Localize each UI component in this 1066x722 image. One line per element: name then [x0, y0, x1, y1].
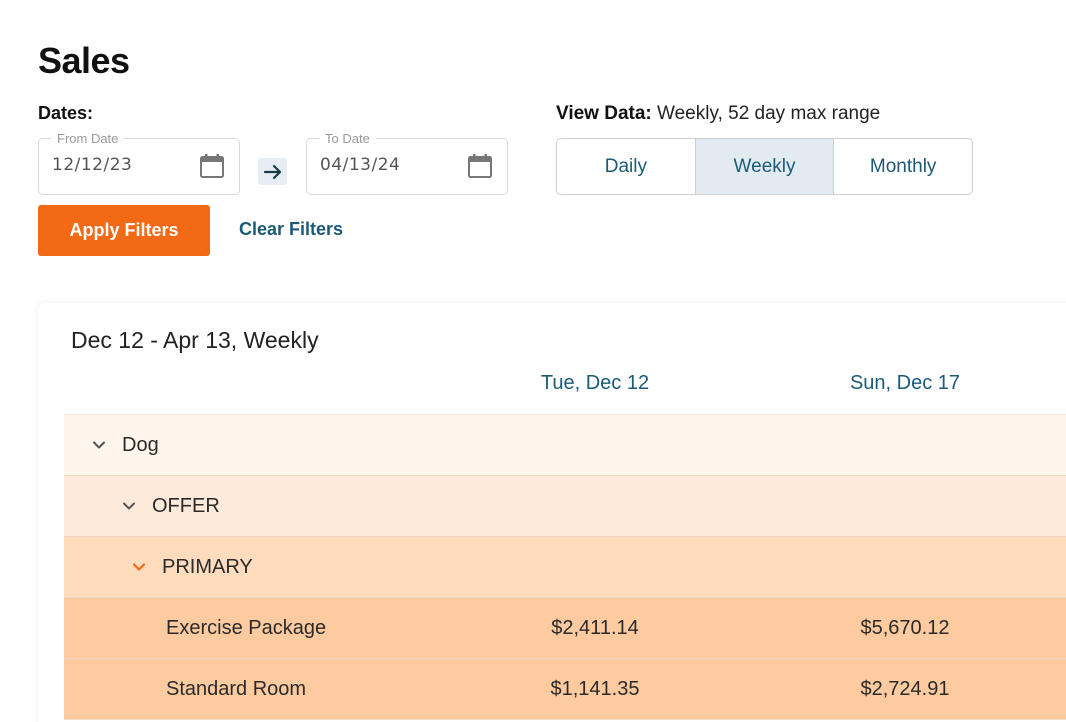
column-header: Tue, Dec 12	[540, 372, 650, 394]
row-label: PRIMARY	[162, 555, 253, 578]
from-date-field[interactable]: From Date 12/12/23	[38, 131, 240, 195]
row-label: Standard Room	[166, 677, 307, 700]
chevron-down-icon[interactable]	[122, 499, 136, 513]
table-row: Exercise Package $2,411.14 $5,670.12	[64, 598, 1066, 659]
to-date-legend: To Date	[319, 131, 376, 146]
row-value: $5,670.12	[860, 616, 950, 639]
report-range-title: Dec 12 - Apr 13, Weekly	[71, 327, 319, 353]
apply-filters-button[interactable]: Apply Filters	[38, 205, 210, 256]
view-option-weekly[interactable]: Weekly	[694, 139, 835, 194]
clear-filters-button[interactable]: Clear Filters	[239, 219, 344, 239]
row-label: Dog	[122, 433, 159, 456]
report-card: Dec 12 - Apr 13, Weekly Tue, Dec 12 Sun,…	[38, 303, 1066, 722]
to-date-field[interactable]: To Date 04/13/24	[306, 131, 508, 195]
row-value: $1,141.35	[550, 677, 640, 700]
view-data-desc: Weekly, 52 day max range	[651, 103, 881, 124]
from-date-value[interactable]: 12/12/23	[52, 155, 133, 175]
view-data-label: View Data: Weekly, 52 day max range	[556, 103, 880, 125]
row-label: OFFER	[152, 494, 220, 517]
calendar-icon[interactable]	[467, 153, 493, 179]
chevron-down-icon[interactable]	[92, 438, 106, 452]
table-row-dog[interactable]: Dog	[64, 415, 1066, 476]
view-option-daily[interactable]: Daily	[604, 155, 647, 177]
calendar-icon[interactable]	[199, 153, 225, 179]
column-header: Sun, Dec 17	[849, 372, 961, 394]
view-data-title: View Data:	[556, 103, 652, 124]
view-toggle: Daily Weekly Monthly	[556, 138, 973, 195]
table-row: Standard Room $1,141.35 $2,724.91	[64, 659, 1066, 720]
row-value: $2,724.91	[860, 677, 950, 700]
from-date-legend: From Date	[51, 131, 125, 146]
chevron-down-icon[interactable]	[132, 560, 146, 574]
view-option-monthly[interactable]: Monthly	[869, 155, 937, 177]
row-label: Exercise Package	[166, 616, 327, 639]
table-row-offer[interactable]: OFFER	[64, 476, 1066, 537]
table-row-primary[interactable]: PRIMARY	[64, 537, 1066, 598]
arrow-right-icon	[258, 158, 287, 185]
to-date-value[interactable]: 04/13/24	[320, 155, 401, 175]
row-value: $2,411.14	[551, 616, 639, 639]
header-divider	[64, 414, 1066, 415]
page-title: Sales	[38, 40, 130, 81]
dates-label: Dates:	[38, 103, 94, 123]
